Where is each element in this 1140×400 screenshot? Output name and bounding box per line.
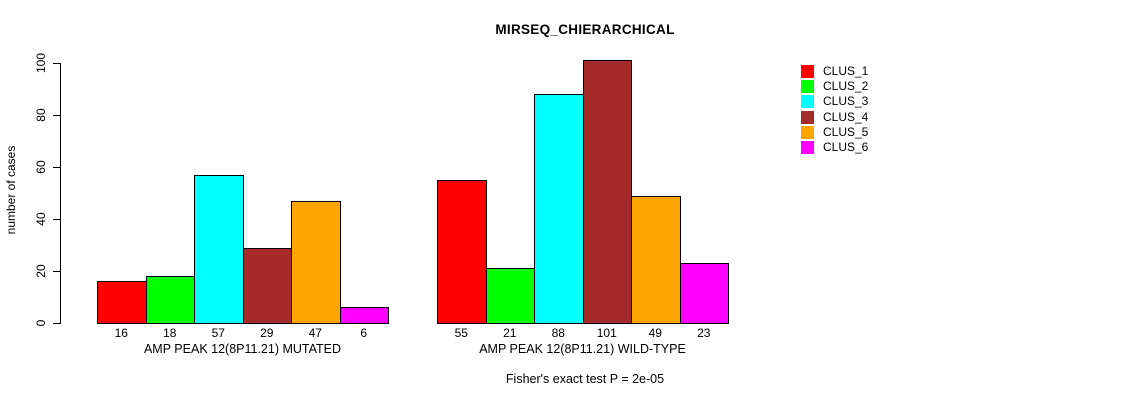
y-tick-mark xyxy=(53,218,60,220)
bar-value-label: 47 xyxy=(308,326,322,340)
legend-swatch-clus_1 xyxy=(801,65,814,78)
y-tick-mark xyxy=(53,270,60,272)
bar-value-label: 18 xyxy=(163,326,177,340)
y-tick-label: 100 xyxy=(34,52,48,74)
bar-value-label: 49 xyxy=(648,326,662,340)
x-group-label: AMP PEAK 12(8P11.21) MUTATED xyxy=(143,342,342,356)
legend-swatch-clus_6 xyxy=(801,140,814,154)
bar-clus_4 xyxy=(242,247,292,324)
annotation-text: Fisher's exact test P = 2e-05 xyxy=(505,372,665,386)
y-tick-label: 60 xyxy=(34,160,48,174)
y-axis-line xyxy=(60,63,61,324)
bar-value-label: 23 xyxy=(697,326,711,340)
legend-swatch-clus_3 xyxy=(801,95,814,109)
bar-value-label: 6 xyxy=(360,326,368,340)
y-tick-mark xyxy=(53,114,60,116)
legend-label: CLUS_4 xyxy=(823,109,869,124)
bar-clus_1 xyxy=(437,180,487,324)
bar-value-label: 57 xyxy=(211,326,225,340)
bar-clus_2 xyxy=(145,276,195,324)
bar-clus_4 xyxy=(582,60,632,324)
bar-clus_3 xyxy=(194,174,244,324)
y-tick-mark xyxy=(53,62,60,64)
x-group-label: AMP PEAK 12(8P11.21) WILD-TYPE xyxy=(479,342,686,356)
bar-clus_6 xyxy=(339,307,389,324)
bar-clus_5 xyxy=(631,195,681,324)
bar-clus_5 xyxy=(291,200,341,324)
legend-swatch-clus_2 xyxy=(801,80,814,94)
y-tick-label: 80 xyxy=(34,108,48,122)
bar-clus_2 xyxy=(485,268,535,324)
bar-value-label: 101 xyxy=(596,326,617,340)
bar-value-label: 16 xyxy=(114,326,128,340)
y-tick-mark xyxy=(53,166,60,168)
bar-value-label: 29 xyxy=(260,326,274,340)
y-tick-label: 0 xyxy=(34,319,48,327)
legend-label: CLUS_2 xyxy=(823,79,869,94)
y-axis-label: number of cases xyxy=(4,145,18,235)
bar-clus_6 xyxy=(679,263,729,324)
bar-clus_1 xyxy=(97,281,147,324)
legend-swatch-clus_5 xyxy=(801,125,814,139)
y-tick-label: 40 xyxy=(34,212,48,226)
legend-label: CLUS_3 xyxy=(823,94,869,109)
legend-label: CLUS_5 xyxy=(823,124,869,139)
y-tick-label: 20 xyxy=(34,264,48,278)
legend-swatch-clus_4 xyxy=(801,110,814,124)
legend-label: CLUS_1 xyxy=(823,64,869,78)
legend-label: CLUS_6 xyxy=(823,139,869,154)
bar-value-label: 55 xyxy=(454,326,468,340)
bar-value-label: 21 xyxy=(503,326,517,340)
y-tick-mark xyxy=(53,322,60,324)
chart-title: MIRSEQ_CHIERARCHICAL xyxy=(495,22,675,37)
bar-clus_3 xyxy=(534,94,584,324)
bar-value-label: 88 xyxy=(551,326,565,340)
